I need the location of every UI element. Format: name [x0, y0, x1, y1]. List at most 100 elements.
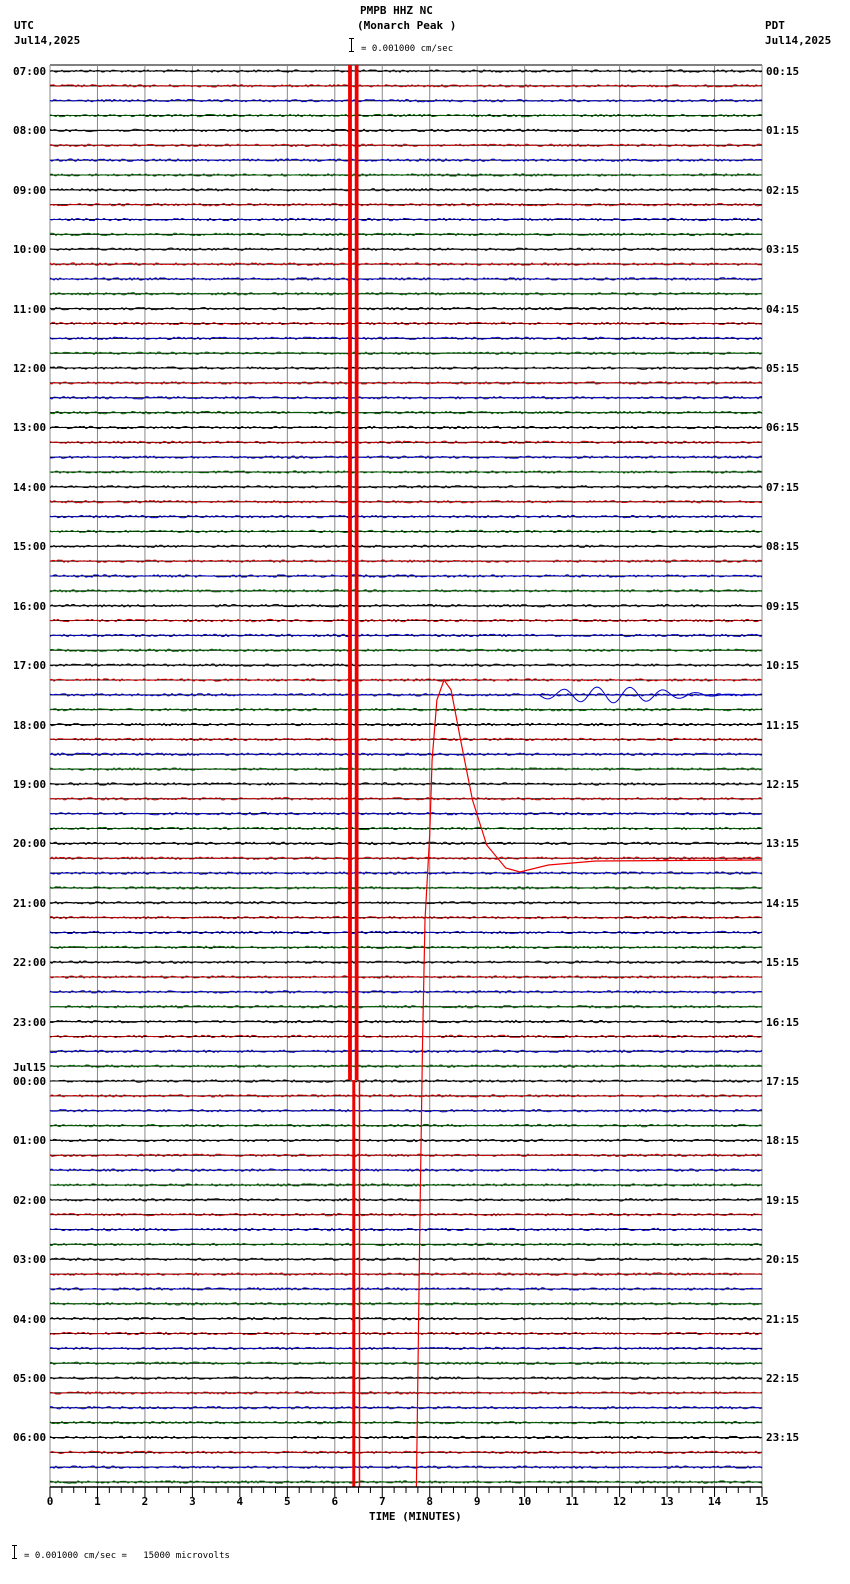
seismic-trace [49, 351, 763, 356]
seismic-trace [49, 707, 763, 712]
station-location: (Monarch Peak ) [357, 19, 457, 32]
seismic-trace [49, 306, 763, 311]
seismic-trace [49, 559, 763, 564]
pdt-time-label: 13:15 [766, 837, 800, 851]
seismic-trace [49, 574, 763, 578]
surface-wave-trace [538, 686, 752, 704]
seismic-trace [49, 1079, 763, 1083]
seismic-trace [49, 885, 763, 890]
footer-scale-bar-icon [14, 1545, 15, 1559]
seismic-trace [49, 83, 763, 88]
footer-scale-bar-cap-top [12, 1545, 17, 1546]
scale-text: = 0.001000 cm/sec [361, 44, 454, 54]
seismic-trace [49, 1227, 763, 1232]
seismic-trace [49, 336, 763, 341]
seismic-trace [49, 1465, 763, 1470]
seismic-trace [49, 544, 763, 549]
pdt-time-label: 12:15 [766, 777, 800, 791]
seismic-trace [49, 588, 763, 593]
pdt-time-label: 11:15 [766, 718, 800, 732]
scale-bar-cap-top [349, 38, 354, 39]
seismic-trace [49, 395, 762, 400]
seismic-trace [49, 247, 763, 252]
seismic-trace [50, 1346, 763, 1351]
x-tick-label: 14 [708, 1495, 722, 1508]
seismic-trace [49, 722, 763, 727]
seismic-trace [49, 410, 763, 415]
seismic-trace [49, 277, 763, 281]
seismic-trace [49, 871, 763, 875]
utc-time-label: 22:00 [13, 956, 47, 970]
seismic-trace [49, 128, 763, 133]
right-date: Jul14,2025 [765, 34, 832, 47]
seismic-trace [49, 1034, 763, 1039]
seismic-trace [49, 1480, 763, 1484]
seismic-trace [49, 1287, 763, 1291]
pdt-time-label: 21:15 [766, 1312, 800, 1326]
seismic-trace [49, 217, 763, 222]
pdt-time-label: 14:15 [766, 896, 800, 910]
seismic-trace [49, 1108, 763, 1113]
utc-time-label: 19:00 [13, 777, 47, 791]
x-tick-label: 6 [331, 1495, 338, 1508]
pdt-time-label: 09:15 [766, 599, 800, 613]
seismic-trace [49, 603, 763, 608]
seismic-trace [49, 98, 763, 103]
utc-time-label: 07:00 [13, 65, 47, 78]
long-period-pulse [415, 678, 763, 1488]
seismic-trace [49, 900, 763, 905]
seismic-trace [50, 1376, 763, 1380]
pdt-time-label: 19:15 [766, 1193, 800, 1207]
x-tick-label: 7 [379, 1495, 386, 1508]
x-tick-label: 8 [426, 1495, 433, 1508]
seismic-trace [49, 960, 763, 965]
right-timezone: PDT [765, 19, 785, 32]
seismic-trace [49, 796, 763, 801]
clipped-signal [354, 65, 359, 1080]
seismic-trace [49, 440, 763, 445]
x-tick-label: 5 [284, 1495, 291, 1508]
seismic-trace [49, 1257, 763, 1262]
seismic-trace [49, 366, 763, 370]
seismic-trace [49, 187, 763, 192]
seismic-trace [49, 1405, 763, 1410]
x-tick-label: 3 [189, 1495, 196, 1508]
seismic-trace [50, 143, 763, 148]
pdt-time-label: 17:15 [766, 1075, 800, 1088]
seismic-trace [49, 1361, 763, 1366]
seismic-trace [50, 1123, 763, 1128]
seismic-trace [49, 841, 763, 846]
seismic-trace [49, 1331, 763, 1336]
utc-time-label: 03:00 [13, 1253, 47, 1267]
utc-time-label: 00:00 [13, 1075, 47, 1088]
seismic-trace [49, 633, 763, 638]
pdt-time-label: 16:15 [766, 1015, 800, 1029]
pdt-time-label: 22:15 [766, 1372, 800, 1386]
pdt-time-label: 07:15 [766, 480, 800, 494]
utc-time-label: 14:00 [13, 480, 47, 494]
seismic-trace [49, 1138, 763, 1143]
seismic-trace [49, 1420, 763, 1425]
seismic-trace [49, 826, 763, 831]
seismic-trace [49, 1064, 763, 1069]
utc-time-label: 20:00 [13, 837, 47, 851]
seismic-trace [49, 856, 763, 861]
footer-scale-bar-cap-bottom [12, 1558, 17, 1559]
seismic-trace [49, 752, 763, 757]
pdt-time-label: 20:15 [766, 1253, 800, 1267]
seismic-trace [49, 1242, 763, 1247]
utc-time-label: 13:00 [13, 421, 47, 435]
seismic-trace [49, 648, 763, 653]
utc-date-label: Jul15 [13, 1061, 47, 1074]
pdt-time-label: 00:15 [766, 65, 800, 78]
seismic-trace [49, 1212, 763, 1217]
utc-time-label: 12:00 [13, 362, 47, 376]
scale-bar-cap-bottom [349, 51, 354, 52]
utc-time-label: 01:00 [13, 1134, 47, 1148]
seismic-trace [49, 1272, 763, 1277]
seismic-trace [49, 485, 763, 489]
seismic-trace [49, 291, 763, 296]
seismic-trace [49, 811, 763, 816]
seismic-trace [49, 232, 763, 237]
